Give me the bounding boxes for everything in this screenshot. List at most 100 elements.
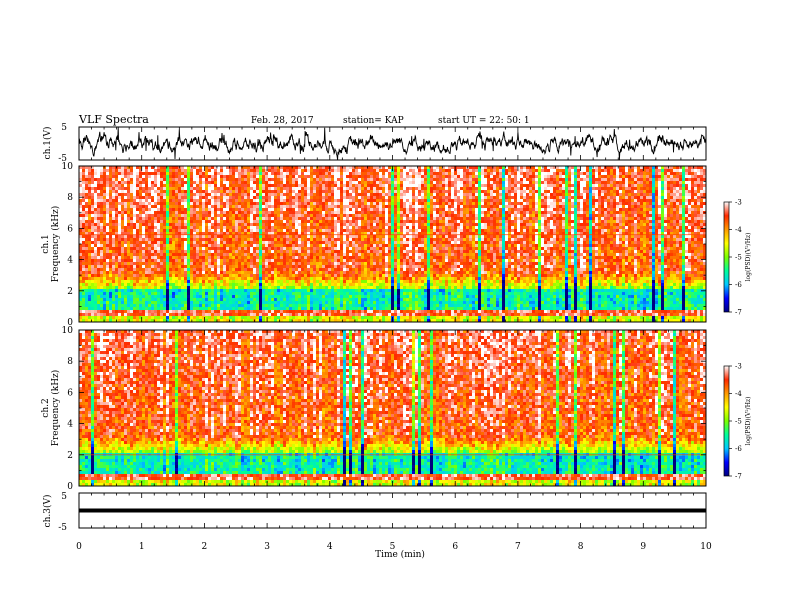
spectrogram-cell [589, 166, 592, 169]
spectrogram-cell [619, 208, 622, 211]
spectrogram-cell [508, 199, 511, 202]
spectrogram-cell [625, 187, 628, 190]
spectrogram-cell [184, 217, 187, 220]
spectrogram-cell [655, 220, 658, 223]
spectrogram-cell [268, 214, 271, 217]
spectrogram-cell [703, 229, 706, 232]
spectrogram-cell [310, 178, 313, 181]
spectrogram-cell [448, 193, 451, 196]
spectrogram-cell [430, 169, 433, 172]
spectrogram-cell [484, 214, 487, 217]
spectrogram-cell [550, 217, 553, 220]
spectrogram-cell [235, 229, 238, 232]
spectrogram-cell [424, 184, 427, 187]
spectrogram-cell [175, 172, 178, 175]
spectrogram-cell [292, 229, 295, 232]
spectrogram-cell [580, 214, 583, 217]
spectrogram-cell [274, 181, 277, 184]
spectrogram-cell [622, 229, 625, 232]
spectrogram-cell [325, 232, 328, 235]
spectrogram-cell [574, 196, 577, 199]
spectrogram-cell [163, 202, 166, 205]
spectrogram-cell [592, 208, 595, 211]
spectrogram-cell [439, 190, 442, 193]
spectrogram-cell [703, 181, 706, 184]
spectrogram-cell [280, 217, 283, 220]
spectrogram-cell [667, 205, 670, 208]
spectrogram-cell [418, 181, 421, 184]
spectrogram-cell [571, 220, 574, 223]
spectrogram-cell [250, 232, 253, 235]
spectrogram-cell [217, 217, 220, 220]
spectrogram-cell [313, 193, 316, 196]
spectrogram-cell [601, 178, 604, 181]
spectrogram-cell [517, 199, 520, 202]
spectrogram-cell [676, 208, 679, 211]
spectrogram-cell [319, 199, 322, 202]
spectrogram-cell [619, 169, 622, 172]
spectrogram-cell [445, 214, 448, 217]
spectrogram-cell [355, 208, 358, 211]
spectrogram-cell [427, 199, 430, 202]
spectrogram-cell [427, 175, 430, 178]
spectrogram-cell [181, 172, 184, 175]
spectrogram-cell [244, 205, 247, 208]
spectrogram-cell [259, 208, 262, 211]
spectrogram-cell [286, 193, 289, 196]
spectrogram-cell [643, 229, 646, 232]
spectrogram-cell [313, 178, 316, 181]
spectrogram-cell [577, 169, 580, 172]
spectrogram-cell [346, 232, 349, 235]
spectrogram-cell [343, 211, 346, 214]
spectrogram-cell [262, 226, 265, 229]
spectrogram-cell [622, 172, 625, 175]
spectrogram-cell [403, 169, 406, 172]
spectrogram-cell [403, 166, 406, 169]
spectrogram-cell [322, 193, 325, 196]
spectrogram-cell [652, 223, 655, 226]
spectrogram-cell [481, 193, 484, 196]
spectrogram-cell [589, 226, 592, 229]
spectrogram-cell [568, 223, 571, 226]
spectrogram-cell [676, 178, 679, 181]
spectrogram-cell [217, 166, 220, 169]
spectrogram-cell [301, 172, 304, 175]
spectrogram-cell [235, 169, 238, 172]
spectrogram-cell [265, 202, 268, 205]
spectrogram-cell [307, 226, 310, 229]
spectrogram-cell [388, 181, 391, 184]
spectrogram-cell [307, 169, 310, 172]
spectrogram-cell [469, 211, 472, 214]
spectrogram-cell [409, 172, 412, 175]
spectrogram-cell [157, 211, 160, 214]
spectrogram-cell [577, 190, 580, 193]
spectrogram-cell [214, 178, 217, 181]
spectrogram-cell [193, 169, 196, 172]
spectrogram-cell [685, 202, 688, 205]
spectrogram-cell [85, 208, 88, 211]
spectrogram-cell [304, 193, 307, 196]
spectrogram-cell [568, 226, 571, 229]
spectrogram-cell [301, 199, 304, 202]
spectrogram-cell [472, 232, 475, 235]
spectrogram-cell [667, 178, 670, 181]
spectrogram-cell [106, 214, 109, 217]
spectrogram-cell [514, 220, 517, 223]
spectrogram-cell [469, 208, 472, 211]
spectrogram-cell [517, 190, 520, 193]
spectrogram-cell [241, 211, 244, 214]
spectrogram-cell [628, 214, 631, 217]
spectrogram-cell [322, 223, 325, 226]
spectrogram-cell [676, 202, 679, 205]
spectrogram-cell [685, 190, 688, 193]
spectrogram-cell [130, 229, 133, 232]
spectrogram-cell [316, 232, 319, 235]
spectrogram-cell [280, 232, 283, 235]
spectrogram-cell [325, 223, 328, 226]
spectrogram-cell [568, 172, 571, 175]
spectrogram-cell [649, 211, 652, 214]
spectrogram-cell [226, 223, 229, 226]
spectrogram-cell [247, 190, 250, 193]
spectrogram-cell [202, 220, 205, 223]
spectrogram-cell [190, 199, 193, 202]
